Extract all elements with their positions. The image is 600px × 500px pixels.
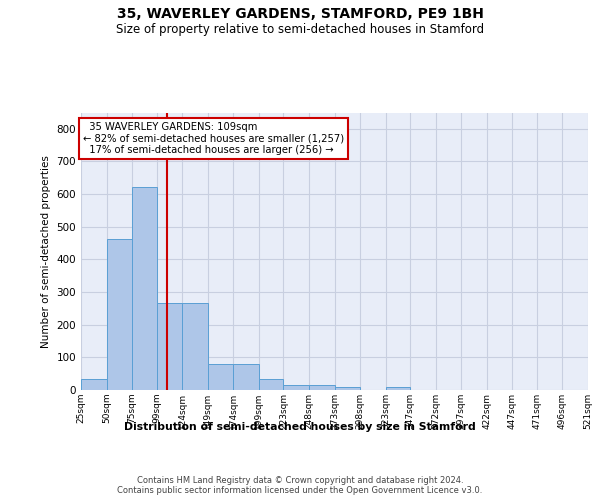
- Text: 35 WAVERLEY GARDENS: 109sqm
← 82% of semi-detached houses are smaller (1,257)
  : 35 WAVERLEY GARDENS: 109sqm ← 82% of sem…: [83, 122, 344, 156]
- Text: Contains HM Land Registry data © Crown copyright and database right 2024.
Contai: Contains HM Land Registry data © Crown c…: [118, 476, 482, 495]
- Bar: [157, 304, 182, 390]
- Y-axis label: Number of semi-detached properties: Number of semi-detached properties: [41, 155, 51, 348]
- Bar: [309, 385, 335, 390]
- Text: Distribution of semi-detached houses by size in Stamford: Distribution of semi-detached houses by …: [124, 422, 476, 432]
- Bar: [81, 378, 107, 390]
- Text: 35, WAVERLEY GARDENS, STAMFORD, PE9 1BH: 35, WAVERLEY GARDENS, STAMFORD, PE9 1BH: [116, 8, 484, 22]
- Bar: [259, 378, 283, 390]
- Bar: [107, 239, 132, 390]
- Bar: [233, 364, 259, 390]
- Bar: [208, 364, 233, 390]
- Bar: [335, 386, 360, 390]
- Bar: [132, 187, 157, 390]
- Text: Size of property relative to semi-detached houses in Stamford: Size of property relative to semi-detach…: [116, 22, 484, 36]
- Bar: [182, 304, 208, 390]
- Bar: [386, 386, 410, 390]
- Bar: [283, 385, 309, 390]
